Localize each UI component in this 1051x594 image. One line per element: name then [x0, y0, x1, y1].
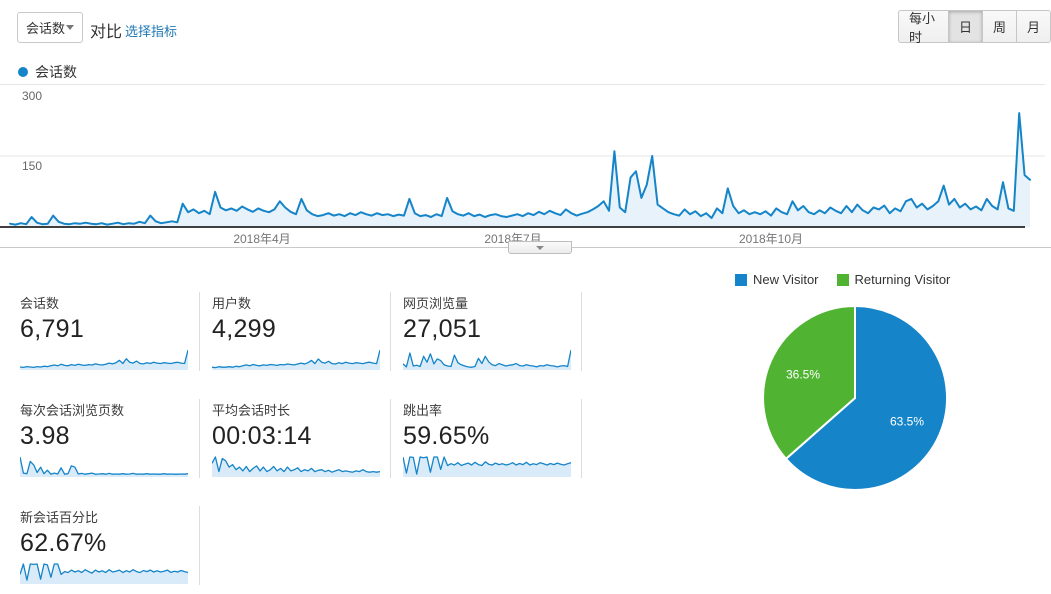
card-divider	[199, 292, 200, 371]
card-sessions[interactable]: 会话数 6,791	[20, 293, 196, 370]
card-avg-session-duration[interactable]: 平均会话时长 00:03:14	[212, 400, 388, 477]
granularity-month-button[interactable]: 月	[1027, 20, 1041, 35]
series-legend: 会话数	[18, 62, 77, 82]
sessions-sparkline	[20, 349, 188, 370]
granularity-hourly-button[interactable]: 每小时	[899, 11, 949, 45]
svg-text:63.5%: 63.5%	[890, 415, 924, 429]
svg-text:36.5%: 36.5%	[786, 368, 820, 382]
metric-selector-dropdown[interactable]: 会话数	[17, 12, 83, 43]
y-axis-tick-300: 300	[22, 89, 43, 103]
card-value: 4,299	[212, 315, 277, 343]
users-sparkline	[212, 349, 380, 370]
granularity-day-button[interactable]: 日	[949, 11, 983, 42]
pie-legend: New Visitor Returning Visitor	[735, 272, 950, 287]
card-value: 27,051	[403, 315, 482, 343]
card-label: 会话数	[20, 296, 60, 311]
pages-per-session-sparkline	[20, 456, 188, 477]
card-label: 新会话百分比	[20, 510, 99, 525]
avg-duration-sparkline	[212, 456, 380, 477]
caret-down-icon	[66, 25, 74, 30]
x-axis-tick-oct: 2018年10月	[738, 232, 804, 246]
series-dot-icon	[18, 67, 28, 77]
card-bounce-rate[interactable]: 跳出率 59.65%	[403, 400, 579, 477]
select-metric-link[interactable]: 选择指标	[125, 24, 178, 39]
card-label: 网页浏览量	[403, 296, 469, 311]
card-divider	[390, 292, 391, 371]
card-value: 00:03:14	[212, 422, 312, 450]
card-new-sessions-pct[interactable]: 新会话百分比 62.67%	[20, 507, 196, 584]
card-label: 跳出率	[403, 403, 443, 418]
legend-label: New Visitor	[753, 272, 819, 287]
sessions-timeseries-chart[interactable]	[0, 84, 1051, 232]
card-divider	[581, 399, 582, 478]
card-divider	[390, 399, 391, 478]
compare-label: 对比	[90, 24, 123, 41]
card-pages-per-session[interactable]: 每次会话浏览页数 3.98	[20, 400, 196, 477]
card-label: 用户数	[212, 296, 252, 311]
x-axis-tick-apr: 2018年4月	[233, 232, 291, 246]
series-legend-label: 会话数	[35, 64, 77, 80]
legend-item-returning-visitor: Returning Visitor	[836, 272, 951, 287]
timeline-expander-button[interactable]	[508, 241, 572, 254]
pageviews-sparkline	[403, 349, 571, 370]
new-sessions-sparkline	[20, 563, 188, 584]
visitor-type-pie-chart[interactable]: 63.5% 36.5%	[755, 298, 955, 498]
card-divider	[581, 292, 582, 371]
card-value: 6,791	[20, 315, 85, 343]
new-visitor-swatch-icon	[735, 273, 747, 286]
granularity-button-group: 每小时 日 周 月	[898, 10, 1051, 45]
caret-down-icon	[536, 245, 544, 250]
card-value: 3.98	[20, 422, 70, 450]
card-divider	[199, 399, 200, 478]
card-value: 62.67%	[20, 529, 107, 557]
legend-label: Returning Visitor	[854, 272, 951, 287]
y-axis-tick-150: 150	[22, 159, 43, 173]
card-label: 每次会话浏览页数	[20, 403, 125, 418]
card-users[interactable]: 用户数 4,299	[212, 293, 388, 370]
card-divider	[199, 506, 200, 585]
returning-visitor-swatch-icon	[836, 273, 849, 286]
card-value: 59.65%	[403, 422, 490, 450]
card-pageviews[interactable]: 网页浏览量 27,051	[403, 293, 579, 370]
legend-item-new-visitor: New Visitor	[735, 272, 819, 287]
bounce-rate-sparkline	[403, 456, 571, 477]
granularity-week-button[interactable]: 周	[983, 11, 1017, 42]
metric-selector-label: 会话数	[26, 21, 66, 36]
card-label: 平均会话时长	[212, 403, 291, 418]
